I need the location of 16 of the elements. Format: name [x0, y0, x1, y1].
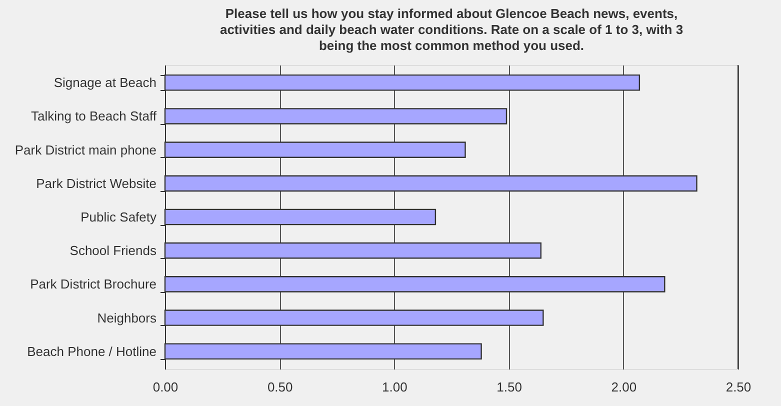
- x-tick-label: 1.00: [382, 380, 408, 394]
- y-tick-label: Public Safety: [80, 210, 157, 224]
- x-tick-label: 1.50: [496, 380, 522, 394]
- y-tick-label: Park District Brochure: [30, 276, 156, 292]
- x-tick-label: 0.00: [152, 380, 178, 394]
- y-tick-label: Park District Website: [36, 176, 156, 191]
- y-tick-label: Beach Phone / Hotline: [27, 344, 156, 359]
- x-tick-label: 2.50: [726, 380, 752, 394]
- y-tick-label: Park District main phone: [14, 142, 156, 158]
- chart-title: Please tell us how you stay informed about Glencoe Beach news, events, activities and daily beach water conditions. Rate on a scale of 1 to 3, with 3 being the most common method you used.: [220, 6, 684, 53]
- x-tick-label: 0.50: [267, 380, 293, 394]
- y-tick-label: School Friends: [70, 243, 157, 258]
- x-tick-label: 2.00: [611, 380, 637, 394]
- y-tick-label: Talking to Beach Staff: [30, 108, 157, 124]
- y-tick-label: Signage at Beach: [54, 75, 156, 90]
- y-tick-label: Neighbors: [97, 310, 157, 326]
